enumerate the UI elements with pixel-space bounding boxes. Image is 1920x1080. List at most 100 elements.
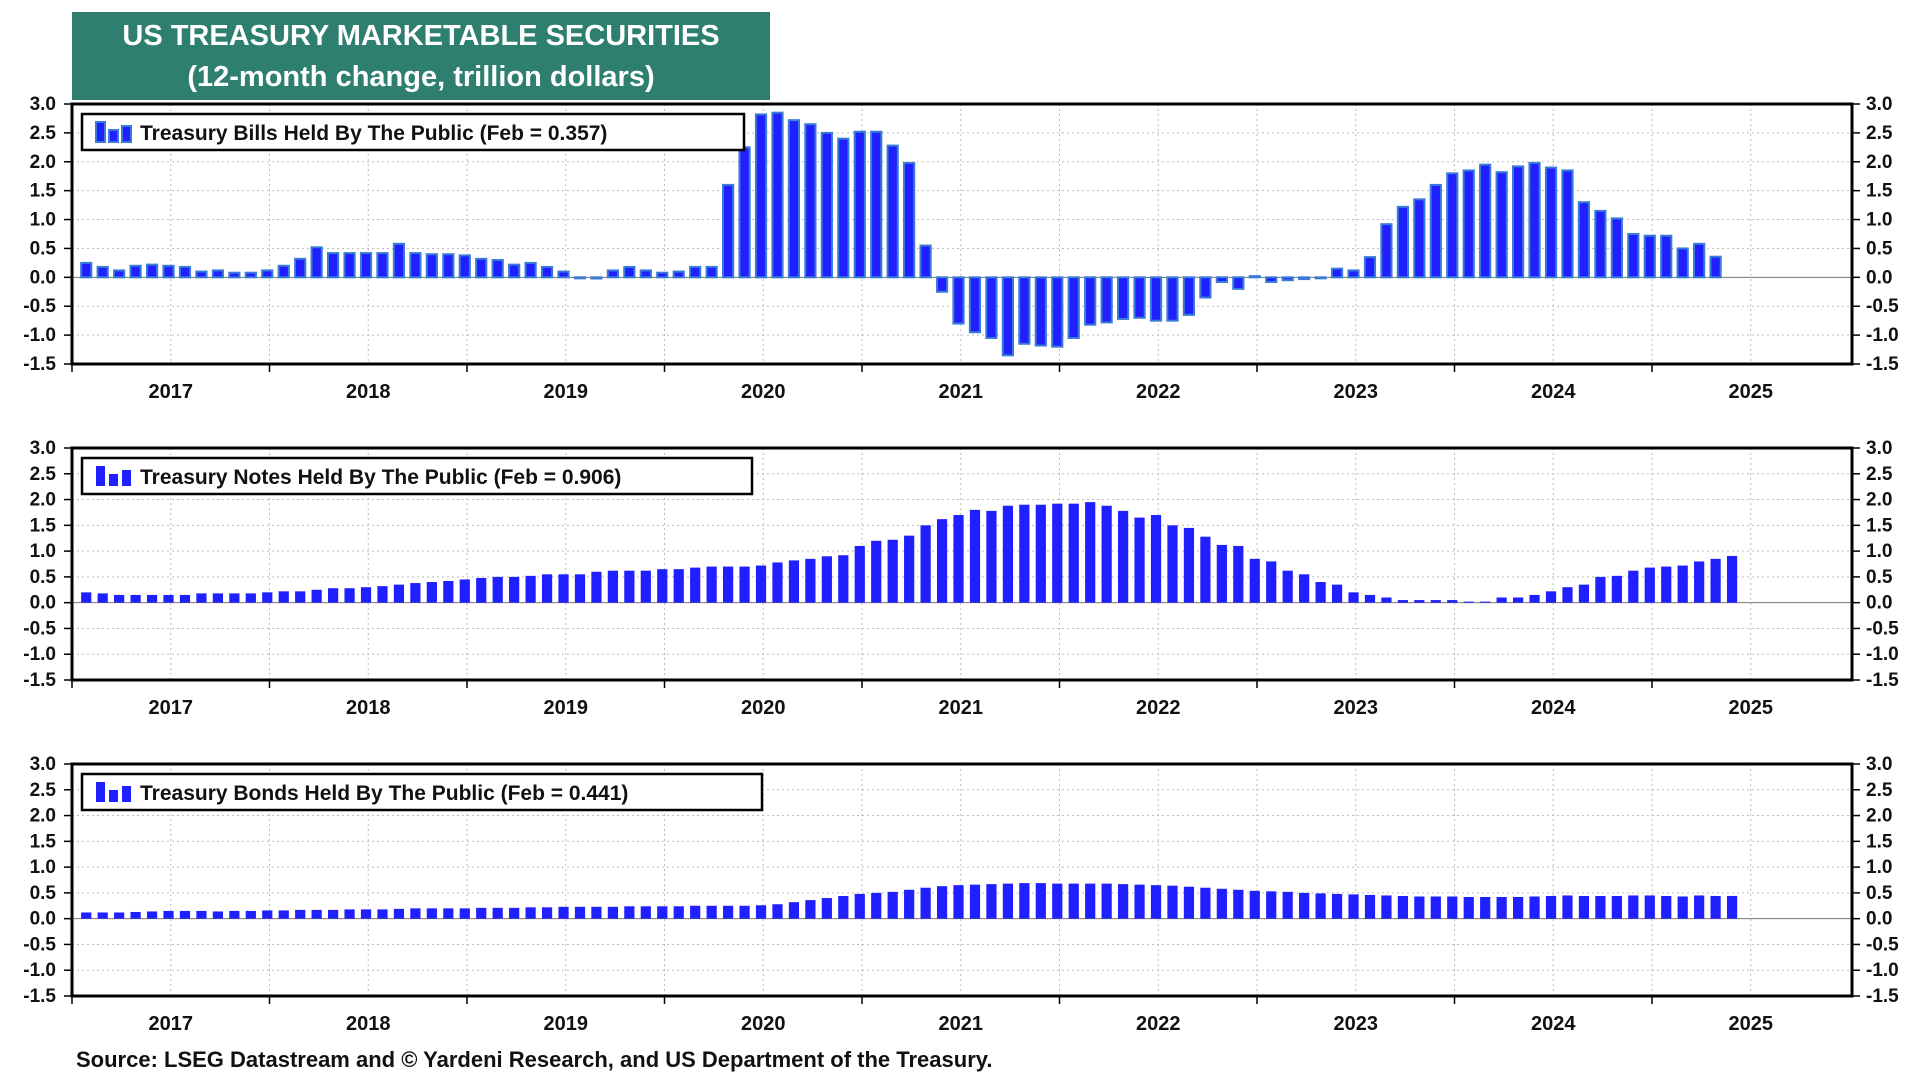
- bar-3-12: [278, 910, 289, 919]
- bar-3-45: [821, 898, 832, 919]
- bar-2-68: [1200, 536, 1211, 603]
- bar-2-63: [1118, 510, 1129, 603]
- bar-3-46: [838, 895, 849, 919]
- bar-2-64: [1134, 517, 1145, 603]
- bar-1-17: [359, 252, 373, 279]
- bar-2-69: [1216, 544, 1227, 603]
- x-tick-year: 2022: [1136, 1013, 1181, 1035]
- y-tick-left: 3.0: [30, 94, 56, 115]
- y-tick-right: 0.5: [1866, 883, 1893, 904]
- bar-3-7: [196, 910, 207, 919]
- bar-1-34: [639, 269, 652, 279]
- bar-2-1: [97, 593, 108, 603]
- bar-3-96: [1661, 895, 1672, 919]
- bar-3-32: [607, 906, 618, 919]
- bar-2-72: [1266, 561, 1277, 603]
- x-tick-year: 2023: [1334, 697, 1379, 719]
- bar-2-32: [607, 570, 618, 603]
- bar-3-42: [772, 904, 783, 919]
- legend-swatch: [122, 470, 131, 486]
- bar-3-67: [1183, 886, 1195, 919]
- plot-frame: [70, 762, 1854, 998]
- bar-2-90: [1562, 587, 1573, 603]
- bar-2-61: [1085, 502, 1096, 603]
- bar-2-80: [1397, 600, 1408, 603]
- x-tick-year: 2017: [149, 1013, 194, 1035]
- x-tick-year: 2020: [741, 1013, 786, 1035]
- bar-3-64: [1134, 884, 1145, 919]
- bar-3-87: [1513, 897, 1524, 919]
- bar-2-31: [591, 571, 602, 603]
- bar-1-16: [343, 252, 356, 279]
- bar-3-4: [146, 911, 158, 919]
- x-tick-year: 2025: [1729, 1013, 1774, 1035]
- bar-3-37: [690, 905, 701, 919]
- legend-box: [80, 456, 754, 496]
- bar-1-39: [722, 183, 735, 279]
- y-tick-left: -0.5: [23, 296, 56, 317]
- bar-2-16: [344, 588, 355, 603]
- bar-2-100: [1726, 555, 1738, 603]
- bar-3-29: [558, 906, 569, 919]
- bar-3-39: [723, 905, 734, 919]
- y-tick-left: 2.0: [30, 490, 56, 511]
- bar-1-33: [623, 265, 636, 279]
- bar-3-52: [936, 886, 948, 919]
- bar-1-78: [1363, 256, 1377, 279]
- chart-panel-2: 3.0 3.0 2.5 2.5 2.0 2.0 1.5 1.5 1.0 1.0 0.5 0.5 0.0 0…: [23, 438, 1899, 719]
- x-tick-year: 2022: [1136, 697, 1181, 719]
- bar-1-9: [228, 271, 241, 279]
- bar-1-53: [952, 276, 965, 325]
- bar-2-11: [262, 592, 273, 603]
- bar-3-72: [1266, 891, 1277, 919]
- bar-3-26: [509, 907, 520, 919]
- bar-1-87: [1512, 165, 1525, 279]
- bar-2-13: [295, 591, 306, 603]
- bar-1-10: [244, 271, 257, 279]
- y-tick-left: 2.0: [30, 806, 56, 827]
- bar-3-100: [1726, 895, 1738, 919]
- bar-2-15: [328, 588, 339, 603]
- bar-3-3: [130, 911, 141, 919]
- bar-1-99: [1709, 255, 1722, 279]
- y-tick-right: 0.5: [1866, 567, 1893, 588]
- bar-2-99: [1710, 558, 1721, 603]
- bar-2-74: [1299, 574, 1310, 603]
- bar-3-51: [920, 887, 931, 919]
- bar-1-70: [1232, 276, 1245, 290]
- bar-3-0: [81, 912, 92, 919]
- bar-3-69: [1216, 888, 1227, 919]
- bar-3-44: [805, 900, 816, 919]
- bar-3-50: [904, 889, 915, 919]
- bar-2-86: [1496, 597, 1507, 603]
- bar-1-58: [1034, 276, 1047, 347]
- bar-1-86: [1495, 171, 1508, 279]
- bar-3-14: [311, 909, 322, 919]
- bar-1-36: [672, 270, 685, 279]
- bar-1-0: [80, 261, 93, 279]
- bar-3-60: [1068, 883, 1079, 919]
- bar-3-78: [1364, 894, 1376, 919]
- bar-2-65: [1150, 515, 1162, 603]
- y-tick-left: 2.5: [30, 464, 57, 485]
- bar-2-43: [788, 560, 800, 603]
- y-tick-right: -0.5: [1866, 296, 1899, 317]
- bar-1-54: [968, 276, 982, 334]
- x-tick-year: 2025: [1729, 381, 1774, 403]
- bar-2-62: [1101, 505, 1112, 603]
- bar-1-51: [919, 244, 932, 279]
- bar-1-50: [903, 161, 916, 279]
- bar-2-58: [1035, 504, 1046, 603]
- bar-2-78: [1364, 594, 1376, 603]
- y-tick-left: 2.0: [30, 152, 56, 173]
- bar-2-53: [953, 515, 964, 603]
- y-tick-left: -1.0: [23, 644, 56, 665]
- bar-2-91: [1578, 584, 1590, 603]
- bar-2-82: [1430, 600, 1441, 603]
- bar-2-84: [1463, 601, 1474, 603]
- chart-panel-3: 3.0 3.0 2.5 2.5 2.0 2.0 1.5 1.5 1.0 1.0 0.5 0.5 0.0 0…: [23, 754, 1899, 1035]
- bar-2-2: [114, 594, 125, 603]
- bar-3-82: [1430, 896, 1441, 919]
- y-tick-left: -1.5: [23, 354, 56, 375]
